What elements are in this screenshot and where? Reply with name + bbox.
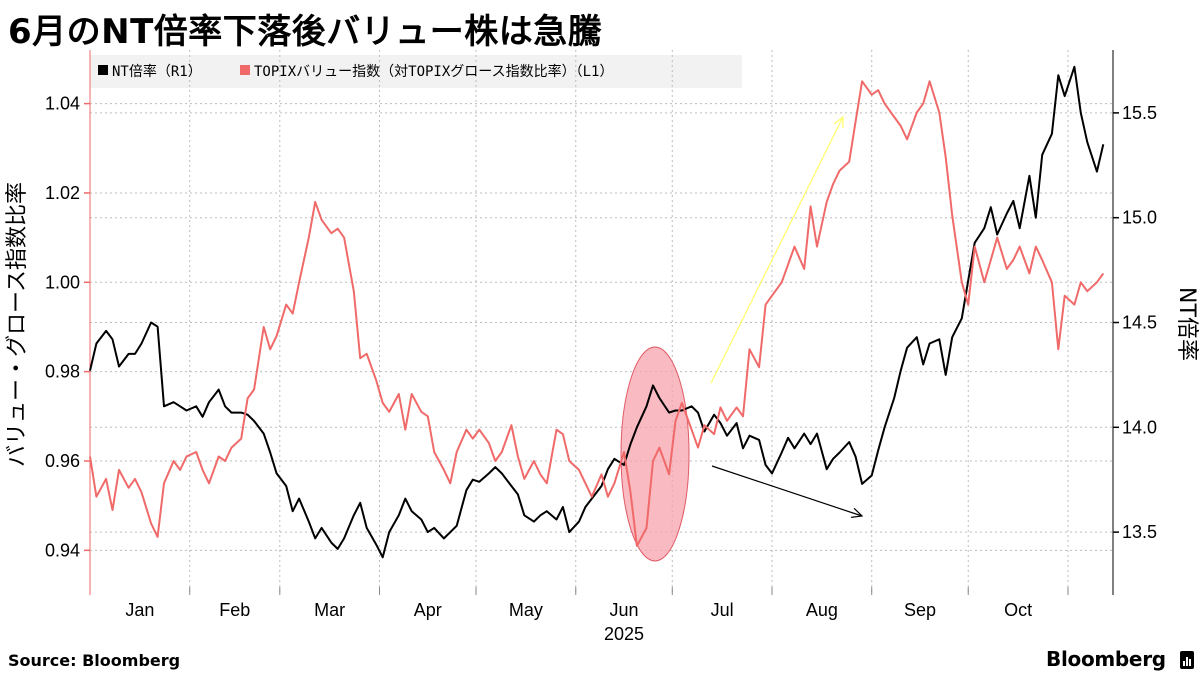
annotation-arrows <box>710 115 864 519</box>
left-tick-label: 0.94 <box>45 540 80 560</box>
series-lines <box>89 65 1105 559</box>
left-tick-label: 0.98 <box>45 362 80 382</box>
x-tick-label: May <box>509 600 543 620</box>
right-tick-label: 14.0 <box>1122 417 1157 437</box>
axis-labels: Jan Feb Mar Apr May Jun Jul Aug Sep Oct 2025 0.94 0.… <box>5 94 1199 644</box>
grid <box>90 50 1113 595</box>
right-tick-label: 13.5 <box>1122 522 1157 542</box>
brand-logo: Bloomberg <box>1046 647 1166 671</box>
left-tick-label: 0.96 <box>45 451 80 471</box>
x-tick-label: Mar <box>314 600 345 620</box>
legend-label-value: TOPIXバリュー指数（対TOPIXグロース指数比率）（L1） <box>254 63 613 80</box>
right-tick-label: 15.5 <box>1122 103 1157 123</box>
x-tick-label: Jul <box>711 600 734 620</box>
value-growth-ratio-line <box>89 80 1105 547</box>
arrow-up-yellow-shaft <box>710 116 844 384</box>
left-tick-label: 1.04 <box>45 94 80 114</box>
legend-swatch-value <box>240 65 250 75</box>
x-year-label: 2025 <box>604 624 644 644</box>
right-tick-label: 14.5 <box>1122 313 1157 333</box>
nt-ratio-line <box>89 65 1105 559</box>
legend-background <box>90 55 742 88</box>
arrow-down-black <box>711 465 864 519</box>
legend-label-nt: NT倍率（R1） <box>112 63 202 80</box>
right-axis-title: NT倍率 <box>1174 287 1199 361</box>
right-tick-label: 15.0 <box>1122 208 1157 228</box>
arrow-up-yellow <box>710 115 844 384</box>
x-tick-label: Jun <box>610 600 639 620</box>
arrow-down-black-shaft <box>711 465 863 517</box>
legend-swatch-nt <box>98 65 108 75</box>
x-tick-label: Oct <box>1004 600 1032 620</box>
arrow-down-black-head <box>851 507 864 519</box>
left-tick-label: 1.02 <box>45 183 80 203</box>
source-note: Source: Bloomberg <box>8 651 181 670</box>
legend: NT倍率（R1） TOPIXバリュー指数（対TOPIXグロース指数比率）（L1） <box>98 63 613 80</box>
june-highlight-ellipse <box>620 346 690 562</box>
x-tick-label: Feb <box>219 600 250 620</box>
left-axis-title: バリュー・グロース指数比率 <box>5 182 30 467</box>
x-tick-label: Apr <box>414 600 442 620</box>
highlight-layer <box>620 346 690 562</box>
x-tick-label: Jan <box>125 600 154 620</box>
x-tick-label: Aug <box>806 600 838 620</box>
chart-title: 6月のNT倍率下落後バリュー株は急騰 <box>8 12 603 52</box>
x-tick-label: Sep <box>904 600 936 620</box>
left-tick-label: 1.00 <box>45 272 80 292</box>
bloomberg-terminal-icon <box>1180 651 1194 669</box>
axes <box>84 50 1119 595</box>
arrow-up-yellow-head <box>833 115 844 129</box>
